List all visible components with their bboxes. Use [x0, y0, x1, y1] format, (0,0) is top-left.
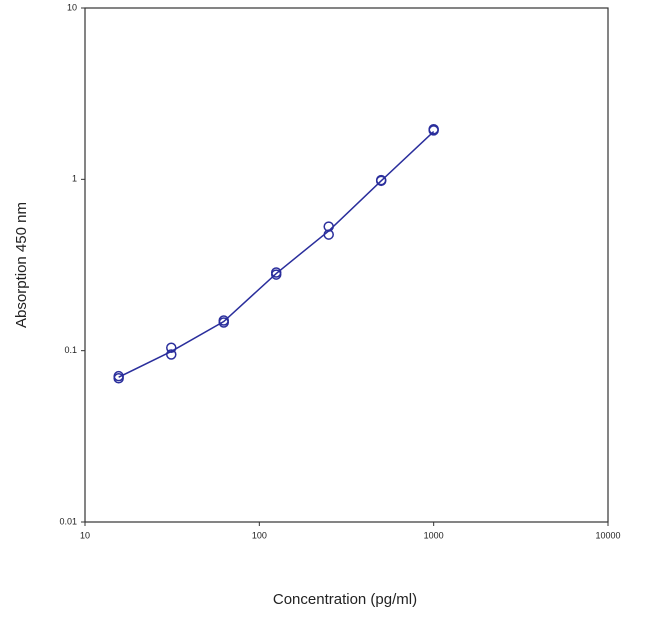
- fit-curve: [118, 131, 435, 378]
- data-point: [166, 349, 177, 360]
- x-axis-title: Concentration (pg/ml): [273, 591, 417, 608]
- data-point: [218, 317, 229, 328]
- x-tick-label: 100: [252, 530, 267, 540]
- data-point: [428, 125, 439, 136]
- y-axis-title: Absorption 450 nm: [13, 202, 30, 328]
- data-point: [375, 175, 387, 187]
- y-tick-label: 1: [72, 174, 77, 184]
- plot-frame: [84, 7, 609, 523]
- data-point: [113, 373, 124, 384]
- y-tick-label: 0.01: [59, 516, 77, 526]
- x-tick-label: 1000: [424, 530, 444, 540]
- x-tick-label: 10000: [595, 530, 620, 540]
- x-tick-label: 10: [80, 530, 90, 540]
- data-point: [270, 269, 282, 280]
- y-tick-label: 0.1: [64, 345, 77, 355]
- y-tick-label: 10: [67, 2, 77, 12]
